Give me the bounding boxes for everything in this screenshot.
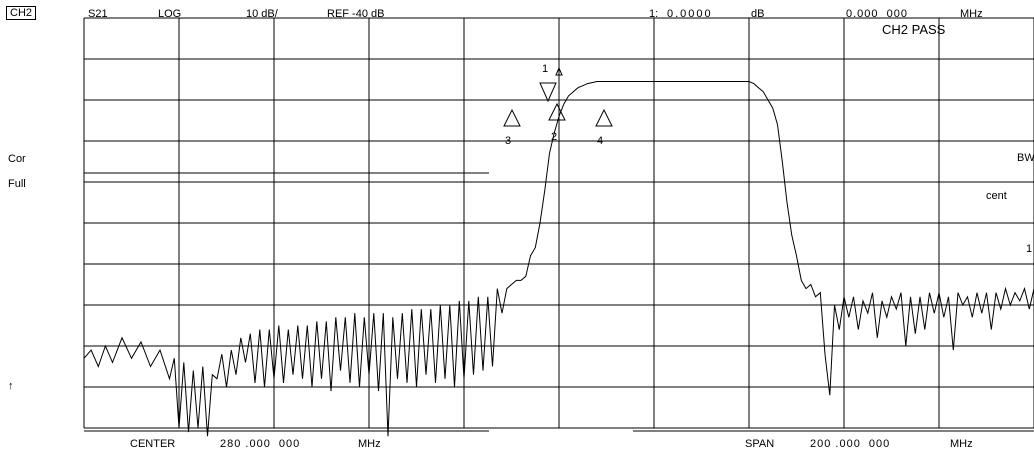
marker-label: 1 [542, 63, 548, 75]
reference-label: REF -40 dB [327, 8, 385, 20]
marker-value: 0.0000 [667, 8, 713, 20]
channel-indicator: CH2 [6, 6, 37, 20]
marker-triangle [539, 82, 557, 103]
right-marker-digit: 1 [1026, 243, 1033, 255]
center-value: 280 .000 000 [220, 438, 301, 450]
marker-frequency-unit: MHz [960, 8, 983, 20]
marker-label: 4 [597, 135, 603, 147]
bandwidth-label: BW [1017, 152, 1034, 164]
pass-fail-status: CH2 PASS [882, 22, 946, 37]
marker-triangle [503, 108, 521, 127]
format-label: LOG [158, 8, 182, 20]
trace-line [83, 81, 1034, 437]
marker-unit: dB [751, 8, 765, 20]
center-unit: MHz [358, 438, 381, 450]
marker-triangle [595, 108, 613, 127]
marker-frequency: 0.000 000 [846, 8, 908, 20]
marker-index: 1: [649, 8, 659, 20]
span-unit: MHz [950, 438, 973, 450]
parameter-label: S21 [88, 8, 108, 20]
scale-label: 10 dB/ [246, 8, 278, 20]
marker-label: 3 [505, 135, 511, 147]
calibration-full-indicator: Full [8, 178, 26, 190]
span-value: 200 .000 000 [810, 438, 891, 450]
span-label: SPAN [745, 438, 775, 450]
up-arrow-icon: ↑ [8, 380, 14, 392]
marker-triangle [548, 102, 566, 121]
marker-label: 2 [551, 131, 557, 143]
correction-indicator: Cor [8, 153, 26, 165]
active-marker-icon [555, 66, 563, 76]
center-label: CENTER [130, 438, 176, 450]
center-annotation: cent [986, 190, 1007, 202]
